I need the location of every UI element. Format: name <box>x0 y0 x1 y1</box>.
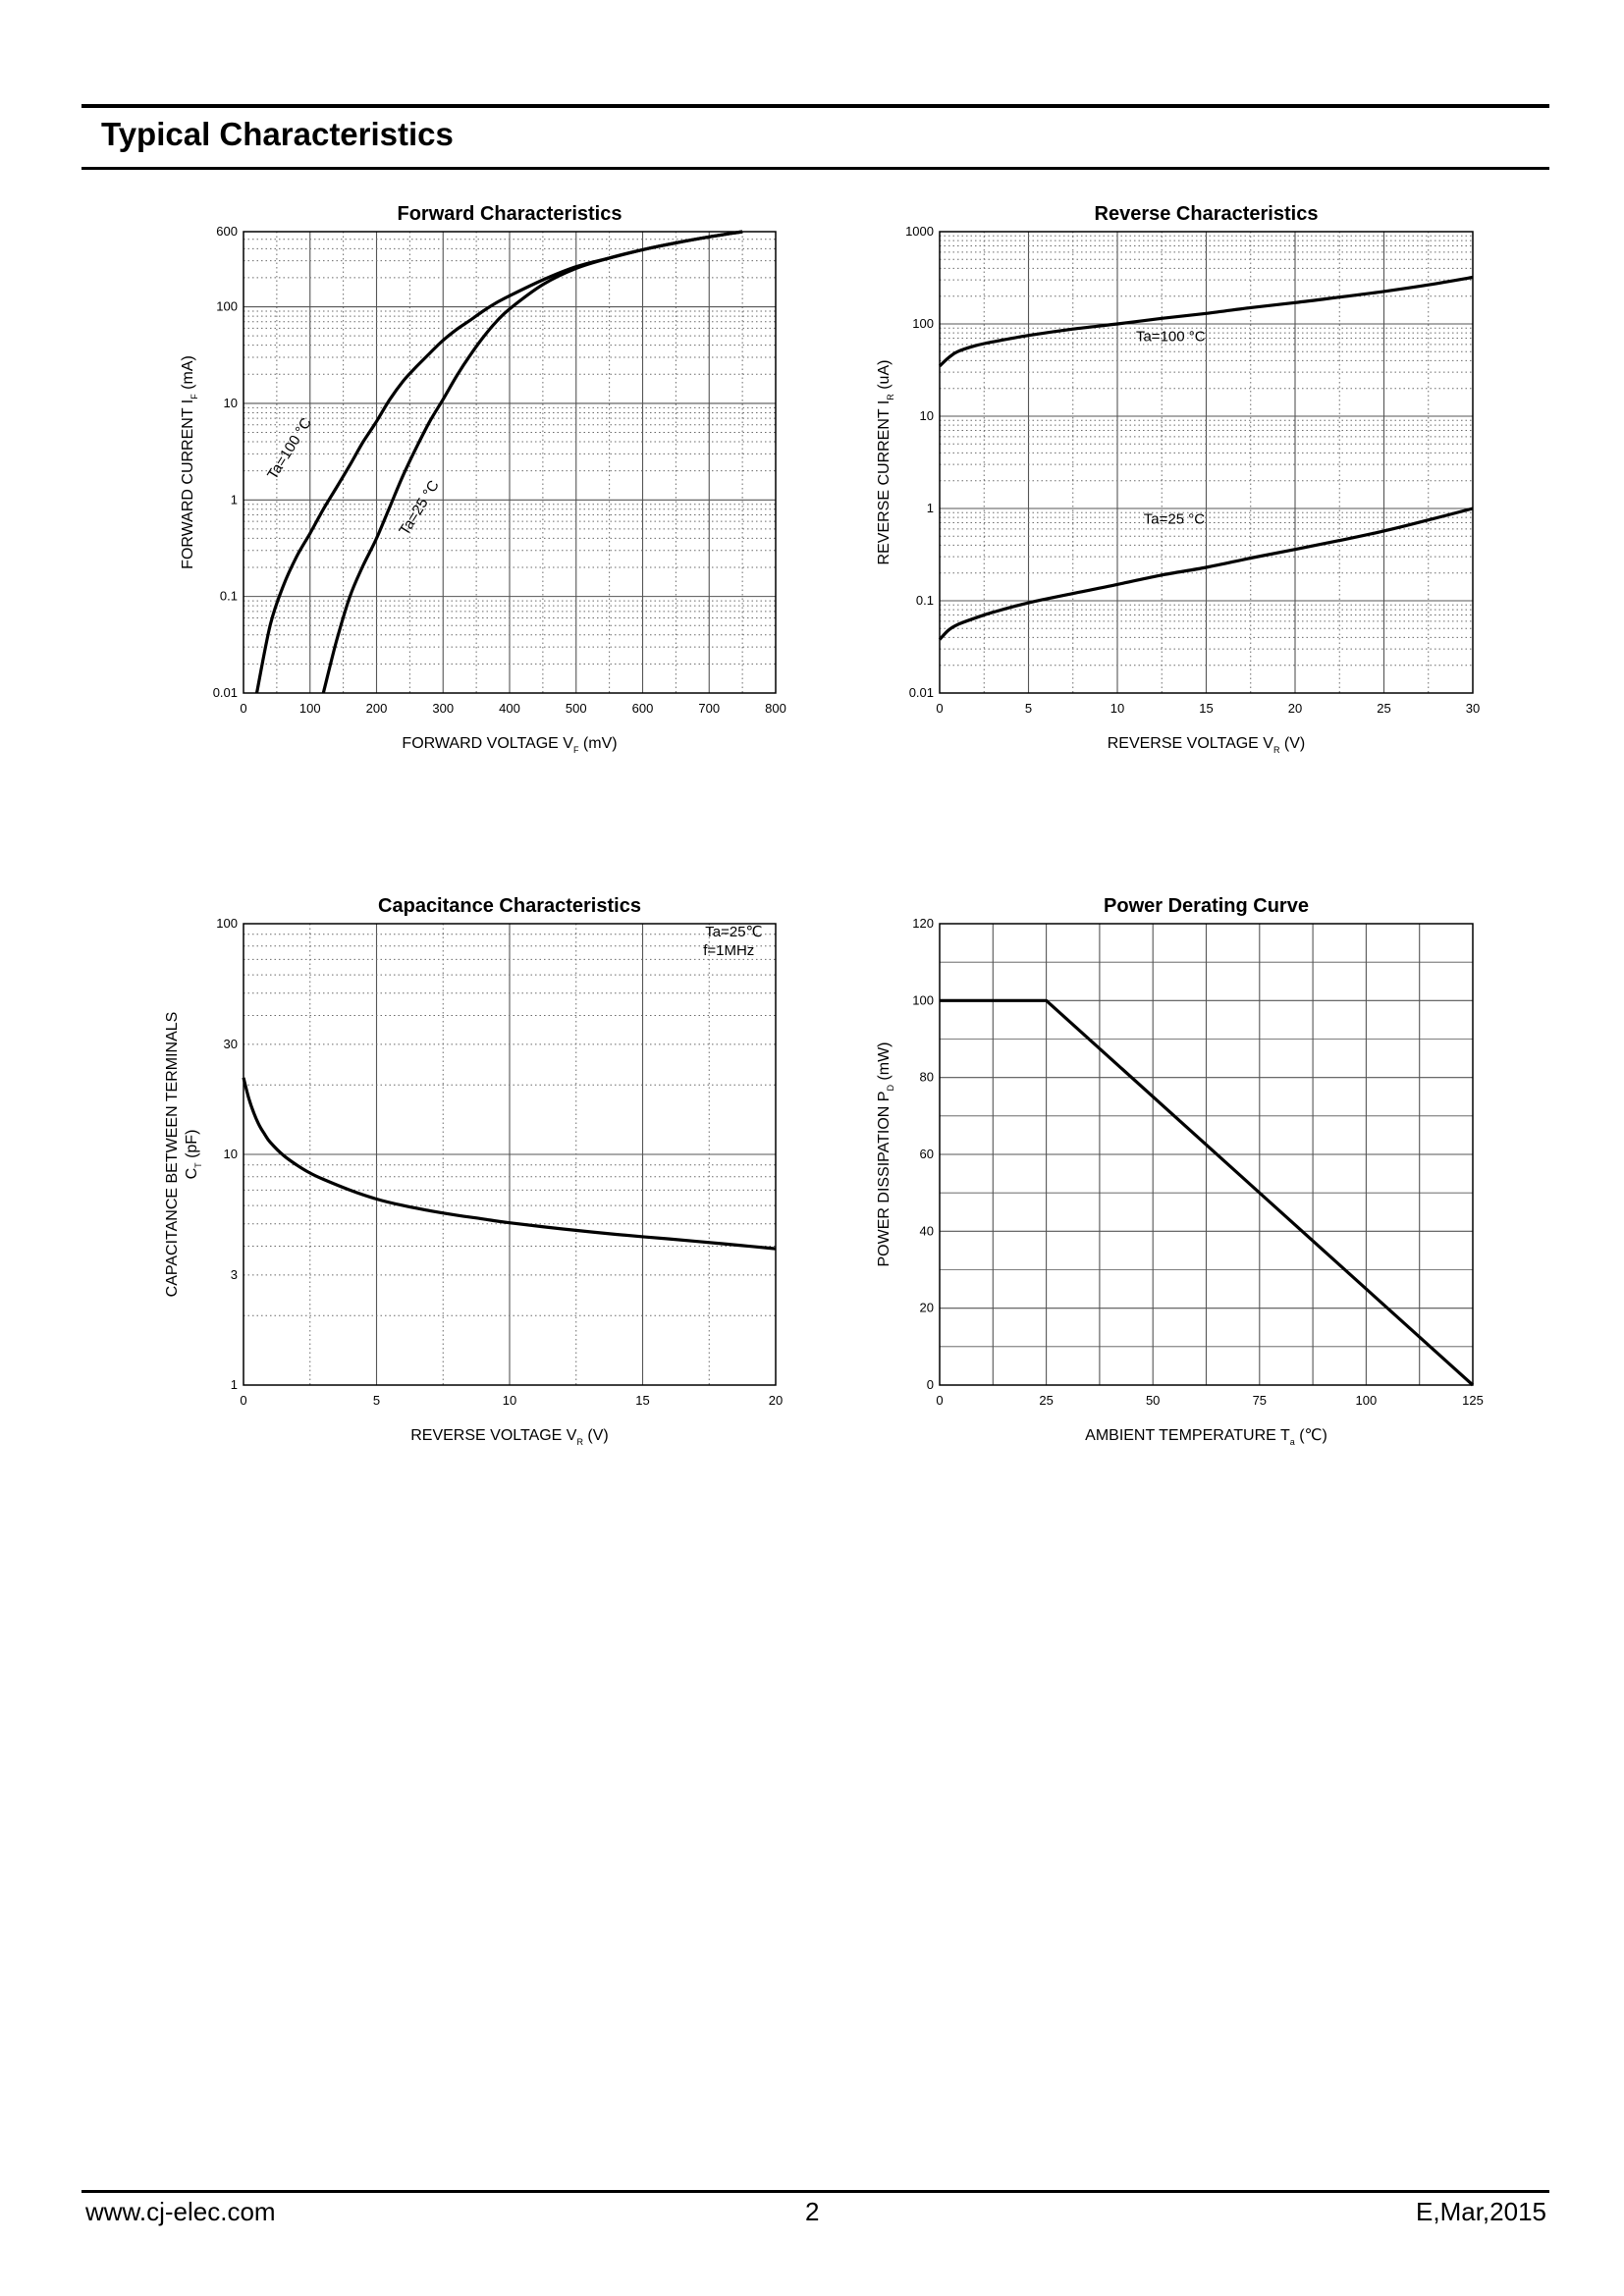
x-tick-label: 25 <box>1377 701 1390 716</box>
x-tick-label: 20 <box>769 1393 783 1408</box>
y-axis-label: CAPACITANCE BETWEEN TERMINALS <box>164 1012 181 1298</box>
series-line-2 <box>938 507 1474 641</box>
plot-frame <box>939 231 1474 694</box>
x-tick-label: 0 <box>240 1393 246 1408</box>
y-tick-label: 0.1 <box>220 589 238 604</box>
y-axis-label: FORWARD CURRENT IF (mA) <box>180 355 199 569</box>
x-axis-label: FORWARD VOLTAGE VF (mV) <box>402 735 617 755</box>
grid <box>244 924 776 1385</box>
y-tick-label: 40 <box>920 1223 934 1238</box>
footer-page-number: 2 <box>805 2197 820 2226</box>
y-tick-label: 600 <box>216 224 238 239</box>
x-tick-label: 10 <box>503 1393 516 1408</box>
x-tick-label: 300 <box>432 701 454 716</box>
chart-title: Reverse Characteristics <box>1095 203 1319 225</box>
header-rule-top <box>81 104 1549 108</box>
annotation-label: Ta=100 °C <box>264 415 315 483</box>
plot-frame <box>243 923 777 1386</box>
y-tick-label: 100 <box>912 992 934 1007</box>
y-tick-label: 1 <box>231 492 238 507</box>
x-tick-label: 5 <box>373 1393 380 1408</box>
chart-title: Capacitance Characteristics <box>378 895 641 917</box>
x-tick-label: 0 <box>936 1393 943 1408</box>
x-tick-label: 15 <box>1199 701 1213 716</box>
x-tick-label: 125 <box>1462 1393 1484 1408</box>
x-tick-label: 5 <box>1025 701 1032 716</box>
forward-characteristics-chart: Forward Characteristics 0 100 200 300 400 500 6… <box>180 203 786 755</box>
x-tick-label: 700 <box>698 701 720 716</box>
x-tick-label: 600 <box>632 701 654 716</box>
y-tick-label: 100 <box>216 299 238 314</box>
y-axis-label-symbol: CT (pF) <box>184 1130 203 1180</box>
x-tick-label: 200 <box>366 701 388 716</box>
reverse-characteristics-chart: Reverse Characteristics 0 5 10 15 20 25 30 0.01 0… <box>876 203 1480 755</box>
x-tick-label: 800 <box>765 701 786 716</box>
x-tick-label: 0 <box>936 701 943 716</box>
x-tick-label: 25 <box>1039 1393 1053 1408</box>
y-tick-label: 20 <box>920 1301 934 1315</box>
plot-frame <box>939 923 1474 1386</box>
y-tick-label: 120 <box>912 916 934 931</box>
x-axis-label: REVERSE VOLTAGE VR (V) <box>410 1427 609 1447</box>
series-line-1 <box>938 275 1474 368</box>
x-tick-label: 10 <box>1110 701 1124 716</box>
x-axis-label: AMBIENT TEMPERATURE Ta (℃) <box>1085 1427 1327 1447</box>
y-tick-label: 10 <box>224 1147 238 1161</box>
annotation-label: Ta=25 °C <box>396 477 443 538</box>
header-rule-bottom <box>81 167 1549 170</box>
x-tick-label: 0 <box>240 701 246 716</box>
series-line-1 <box>242 1077 777 1251</box>
x-tick-label: 75 <box>1253 1393 1267 1408</box>
chart-title: Power Derating Curve <box>1104 895 1309 917</box>
footer-website: www.cj-elec.com <box>85 2197 276 2226</box>
footer-revision: E,Mar,2015 <box>1416 2197 1546 2226</box>
y-tick-label: 80 <box>920 1070 934 1085</box>
y-tick-label: 0.1 <box>916 593 934 608</box>
y-tick-label: 1000 <box>905 224 934 239</box>
grid <box>244 232 776 693</box>
annotation-label: Ta=25℃ <box>705 924 762 940</box>
x-tick-label: 100 <box>299 701 321 716</box>
annotation-label: Ta=100 °C <box>1136 329 1206 346</box>
y-tick-label: 0 <box>927 1377 934 1392</box>
y-tick-label: 1 <box>927 501 934 515</box>
y-tick-label: 1 <box>231 1377 238 1392</box>
y-tick-label: 100 <box>216 916 238 931</box>
plot-frame <box>243 231 777 694</box>
power-derating-curve-chart: Power Derating Curve 0 25 50 75 100 125 0 20 40 60… <box>876 895 1484 1447</box>
y-axis-label: REVERSE CURRENT IR (uA) <box>876 360 895 565</box>
y-tick-label: 60 <box>920 1147 934 1161</box>
x-tick-label: 50 <box>1146 1393 1160 1408</box>
y-tick-label: 0.01 <box>213 685 238 700</box>
y-tick-label: 100 <box>912 316 934 331</box>
series-line-1 <box>254 230 743 694</box>
y-tick-label: 10 <box>920 408 934 423</box>
series-line-2 <box>321 230 743 694</box>
y-tick-label: 10 <box>224 396 238 410</box>
series-line-1 <box>940 998 1475 1387</box>
capacitance-characteristics-chart: Capacitance Characteristics 0 5 10 15 20 1 3 10 3… <box>164 895 783 1447</box>
x-tick-label: 100 <box>1356 1393 1378 1408</box>
x-tick-label: 20 <box>1288 701 1302 716</box>
annotation-label: Ta=25 °C <box>1144 511 1205 528</box>
x-tick-label: 500 <box>566 701 587 716</box>
y-tick-label: 30 <box>224 1037 238 1051</box>
x-tick-label: 400 <box>499 701 520 716</box>
x-axis-label: REVERSE VOLTAGE VR (V) <box>1108 735 1306 755</box>
grid <box>940 232 1473 693</box>
annotation-label: f=1MHz <box>703 942 754 959</box>
x-tick-label: 15 <box>635 1393 649 1408</box>
grid <box>940 924 1473 1385</box>
chart-title: Forward Characteristics <box>398 203 623 225</box>
footer-rule <box>81 2190 1549 2193</box>
x-tick-label: 30 <box>1466 701 1480 716</box>
y-tick-label: 0.01 <box>909 685 934 700</box>
y-tick-label: 3 <box>231 1267 238 1282</box>
y-axis-label: POWER DISSIPATION PD (mW) <box>876 1041 895 1266</box>
page-title: Typical Characteristics <box>101 116 454 152</box>
